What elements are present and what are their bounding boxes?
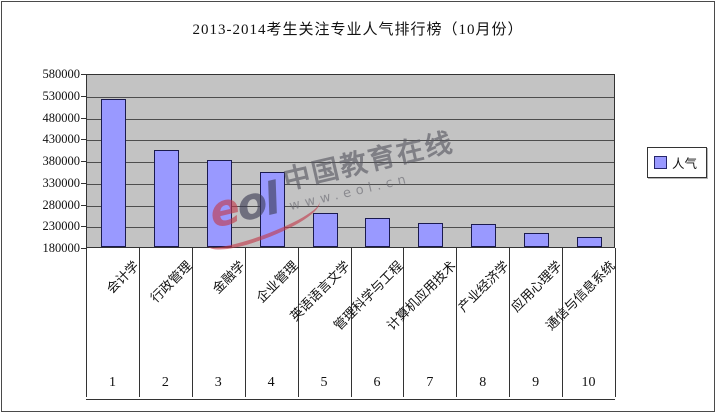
gridline	[87, 140, 614, 142]
rank-label: 10	[581, 375, 596, 390]
category-label: 金融学	[209, 258, 248, 297]
rank-label: 5	[320, 375, 328, 390]
y-axis-label: 330000	[42, 175, 81, 190]
y-axis-label: 480000	[42, 110, 81, 125]
legend-swatch-icon	[654, 156, 667, 169]
rank-label: 8	[479, 375, 487, 390]
y-axis-label: 280000	[42, 197, 81, 212]
y-axis-tick	[81, 95, 86, 97]
table-bottom-line	[86, 399, 615, 400]
bar-计算机应用技术	[418, 223, 444, 247]
y-axis-tick	[81, 139, 86, 141]
y-axis-label: 230000	[42, 219, 81, 234]
category-column-line	[138, 248, 140, 397]
category-label: 产业经济学	[455, 258, 512, 315]
bar-通信与信息系统	[577, 237, 603, 247]
category-column-line	[615, 248, 616, 397]
category-label: 企业管理	[252, 258, 301, 306]
category-column-line	[562, 248, 564, 397]
rank-label: 9	[532, 375, 540, 390]
bar-金融学	[206, 160, 232, 247]
category-column-line	[350, 248, 352, 397]
y-axis-label: 380000	[42, 154, 81, 168]
gridline	[87, 205, 614, 207]
y-axis-tick	[81, 161, 86, 162]
gridline	[87, 96, 614, 98]
bar-英语语言文学	[312, 213, 338, 247]
y-axis-tick	[81, 74, 86, 75]
rank-label: 6	[373, 375, 381, 390]
category-column-line	[456, 248, 458, 397]
bar-应用心理学	[524, 232, 550, 247]
y-axis-label: 580000	[42, 67, 81, 81]
y-axis-label: 530000	[42, 88, 81, 103]
plot-area	[86, 74, 615, 248]
legend-label: 人气	[672, 157, 698, 171]
category-column-line	[297, 248, 299, 397]
bar-行政管理	[153, 150, 179, 247]
y-axis-tick	[81, 117, 86, 119]
category-column-line	[86, 248, 87, 397]
gridline	[87, 227, 614, 229]
category-column-line	[244, 248, 246, 397]
category-column-line	[191, 248, 193, 397]
rank-label: 1	[108, 375, 116, 390]
legend: 人气	[647, 147, 708, 178]
rank-label: 4	[267, 375, 275, 390]
category-label: 会计学	[103, 258, 142, 297]
gridline	[87, 118, 614, 120]
chart-title: 2013-2014考生关注专业人气排行榜（10月份）	[192, 22, 524, 38]
rank-label: 3	[214, 375, 222, 390]
gridline	[87, 162, 614, 163]
bar-管理科学与工程	[365, 217, 391, 247]
y-axis-tick	[81, 248, 86, 249]
bar-会计学	[100, 99, 126, 247]
y-axis-label: 180000	[42, 241, 81, 255]
category-label: 行政管理	[147, 258, 195, 306]
y-axis-tick	[81, 226, 86, 228]
y-axis-tick	[81, 182, 86, 184]
bar-企业管理	[259, 172, 285, 247]
gridline	[87, 183, 614, 185]
y-axis-tick	[81, 204, 86, 206]
y-axis-label: 430000	[42, 132, 81, 147]
rank-label: 7	[426, 375, 434, 390]
rank-label: 2	[161, 375, 169, 390]
category-column-line	[509, 248, 511, 397]
bar-产业经济学	[471, 224, 497, 247]
category-column-line	[403, 248, 405, 397]
